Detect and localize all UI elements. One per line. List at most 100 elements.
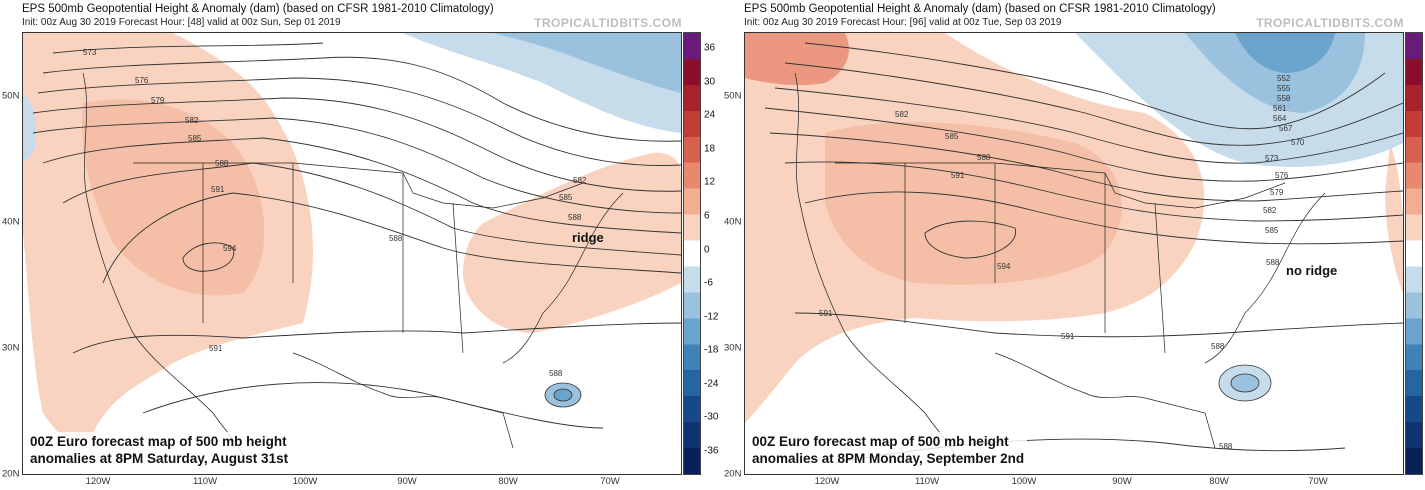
right-lon-label: 100W — [1011, 476, 1037, 487]
left-lon-label: 70W — [600, 476, 620, 487]
colorbar-tick-label: -12 — [704, 311, 719, 323]
colorbar-tick-label: 6 — [704, 210, 710, 222]
left-map-title: EPS 500mb Geopotential Height & Anomaly … — [22, 3, 494, 15]
left-lat-label: 50N — [2, 90, 20, 102]
colorbar-tick-label: -24 — [704, 378, 719, 390]
left-contour-label: 591 — [209, 344, 223, 353]
right-lat-label: 40N — [724, 216, 742, 228]
right-contour-label: 555 — [1277, 84, 1291, 93]
right-map-svg: 582 585 588 591 594 552 555 558 561 564 … — [745, 33, 1403, 464]
right-contour-label: 588 — [1211, 342, 1225, 351]
left-coastlines — [82, 72, 624, 464]
left-lat-label: 20N — [2, 468, 20, 480]
right-map-caption: 00Z Euro forecast map of 500 mb height a… — [749, 432, 1028, 468]
right-contour-label: 588 — [1219, 442, 1233, 451]
right-caption-line-1: 00Z Euro forecast map of 500 mb height — [752, 434, 1009, 449]
left-contour-label: 585 — [559, 193, 573, 202]
left-lat-label: 40N — [2, 216, 20, 228]
left-positive-anomaly-west-core — [82, 99, 265, 296]
right-contour-label: 561 — [1273, 104, 1287, 113]
right-contour-label: 591 — [951, 171, 965, 180]
right-contour-label: 564 — [1273, 114, 1287, 123]
right-contour-label: 588 — [1266, 258, 1280, 267]
right-contour-label: 591 — [1061, 332, 1075, 341]
right-coastlines — [794, 72, 1326, 464]
colorbar-tick-label: -36 — [704, 445, 719, 457]
right-contour-label: 573 — [1265, 154, 1279, 163]
left-caption-line-2: anomalies at 8PM Saturday, August 31st — [30, 451, 289, 466]
left-negative-anomaly-west-edge — [23, 93, 37, 161]
left-lon-label: 110W — [192, 476, 218, 487]
right-colorbar — [1405, 32, 1423, 475]
colorbar-tick-label: 0 — [704, 244, 710, 255]
left-negative-anomaly-north-core — [493, 33, 681, 93]
right-contour-label: 588 — [977, 153, 991, 162]
right-contour-label: 591 — [819, 309, 833, 318]
right-contour-label: 576 — [1275, 171, 1289, 180]
colorbar-tick-label: -18 — [704, 344, 719, 356]
left-contour-label: 588 — [389, 234, 403, 243]
left-lat-label: 30N — [2, 342, 20, 354]
right-contour-label: 567 — [1279, 124, 1293, 133]
left-colorbar — [683, 32, 701, 475]
left-ridge-annotation: ridge — [572, 230, 604, 245]
left-height-contours — [32, 42, 681, 429]
right-contour-label: 594 — [997, 262, 1011, 271]
left-map-canvas: 573 576 579 582 585 588 591 594 582 585 … — [22, 32, 682, 475]
left-positive-anomaly-east — [463, 152, 681, 333]
right-lat-label: 20N — [724, 468, 742, 480]
left-contour-label: 591 — [211, 185, 225, 194]
right-no-ridge-annotation: no ridge — [1286, 263, 1338, 278]
left-map-panel: EPS 500mb Geopotential Height & Anomaly … — [0, 0, 718, 490]
right-lon-label: 110W — [914, 476, 940, 487]
left-map-caption: 00Z Euro forecast map of 500 mb height a… — [27, 432, 292, 468]
left-lon-label: 90W — [397, 476, 417, 487]
right-contour-label: 558 — [1277, 94, 1291, 103]
right-brand-watermark: TROPICALTIDBITS.COM — [1256, 16, 1404, 30]
left-colorbar-labels: 36 30 24 18 12 6 0 -6 -12 -18 -24 -30 -36 — [702, 32, 726, 473]
left-contour-label: 582 — [573, 176, 587, 185]
colorbar-tick-label: 36 — [704, 42, 716, 54]
right-contour-label: 582 — [1263, 206, 1277, 215]
right-map-title: EPS 500mb Geopotential Height & Anomaly … — [744, 3, 1216, 15]
left-contour-label: 585 — [188, 134, 202, 143]
left-caption-line-1: 00Z Euro forecast map of 500 mb height — [30, 434, 287, 449]
right-map-panel: EPS 500mb Geopotential Height & Anomaly … — [722, 0, 1425, 490]
right-caption-line-2: anomalies at 8PM Monday, September 2nd — [752, 451, 1025, 466]
right-map-canvas: 582 585 588 591 594 552 555 558 561 564 … — [744, 32, 1404, 475]
right-lon-label: 70W — [1308, 476, 1328, 487]
right-contour-label: 585 — [945, 132, 959, 141]
right-positive-anomaly-east-edge — [1385, 143, 1403, 293]
right-lat-label: 50N — [724, 90, 742, 102]
right-positive-anomaly-interior — [825, 122, 1122, 285]
left-contour-label: 588 — [568, 213, 582, 222]
left-lon-label: 120W — [85, 476, 111, 487]
left-map-subtitle: Init: 00z Aug 30 2019 Forecast Hour: [48… — [22, 17, 341, 28]
right-contour-label: 552 — [1277, 74, 1291, 83]
left-contour-label: 594 — [223, 244, 237, 253]
left-contour-label: 579 — [151, 96, 165, 105]
left-brand-watermark: TROPICALTIDBITS.COM — [534, 16, 682, 30]
right-lat-label: 30N — [724, 342, 742, 354]
left-lon-label: 100W — [292, 476, 318, 487]
left-contour-label: 573 — [83, 48, 97, 57]
colorbar-tick-label: -6 — [704, 277, 713, 289]
right-lon-label: 90W — [1112, 476, 1132, 487]
right-contour-label: 585 — [1265, 226, 1279, 235]
right-contour-label: 582 — [895, 110, 909, 119]
right-map-subtitle: Init: 00z Aug 30 2019 Forecast Hour: [96… — [744, 17, 1062, 28]
left-contour-label: 582 — [185, 116, 199, 125]
left-map-svg: 573 576 579 582 585 588 591 594 582 585 … — [23, 33, 681, 464]
right-contour-label: 570 — [1291, 138, 1305, 147]
right-positive-anomaly-core — [745, 33, 849, 86]
colorbar-tick-label: 18 — [704, 143, 716, 155]
left-lon-label: 80W — [498, 476, 518, 487]
right-lon-label: 120W — [814, 476, 840, 487]
left-contour-label: 588 — [549, 369, 563, 378]
colorbar-tick-label: 24 — [704, 109, 716, 121]
left-contour-label: 588 — [215, 159, 229, 168]
colorbar-tick-label: 12 — [704, 176, 716, 188]
colorbar-tick-label: 30 — [704, 76, 716, 88]
left-contour-label: 576 — [135, 76, 149, 85]
right-contour-label: 579 — [1270, 188, 1284, 197]
